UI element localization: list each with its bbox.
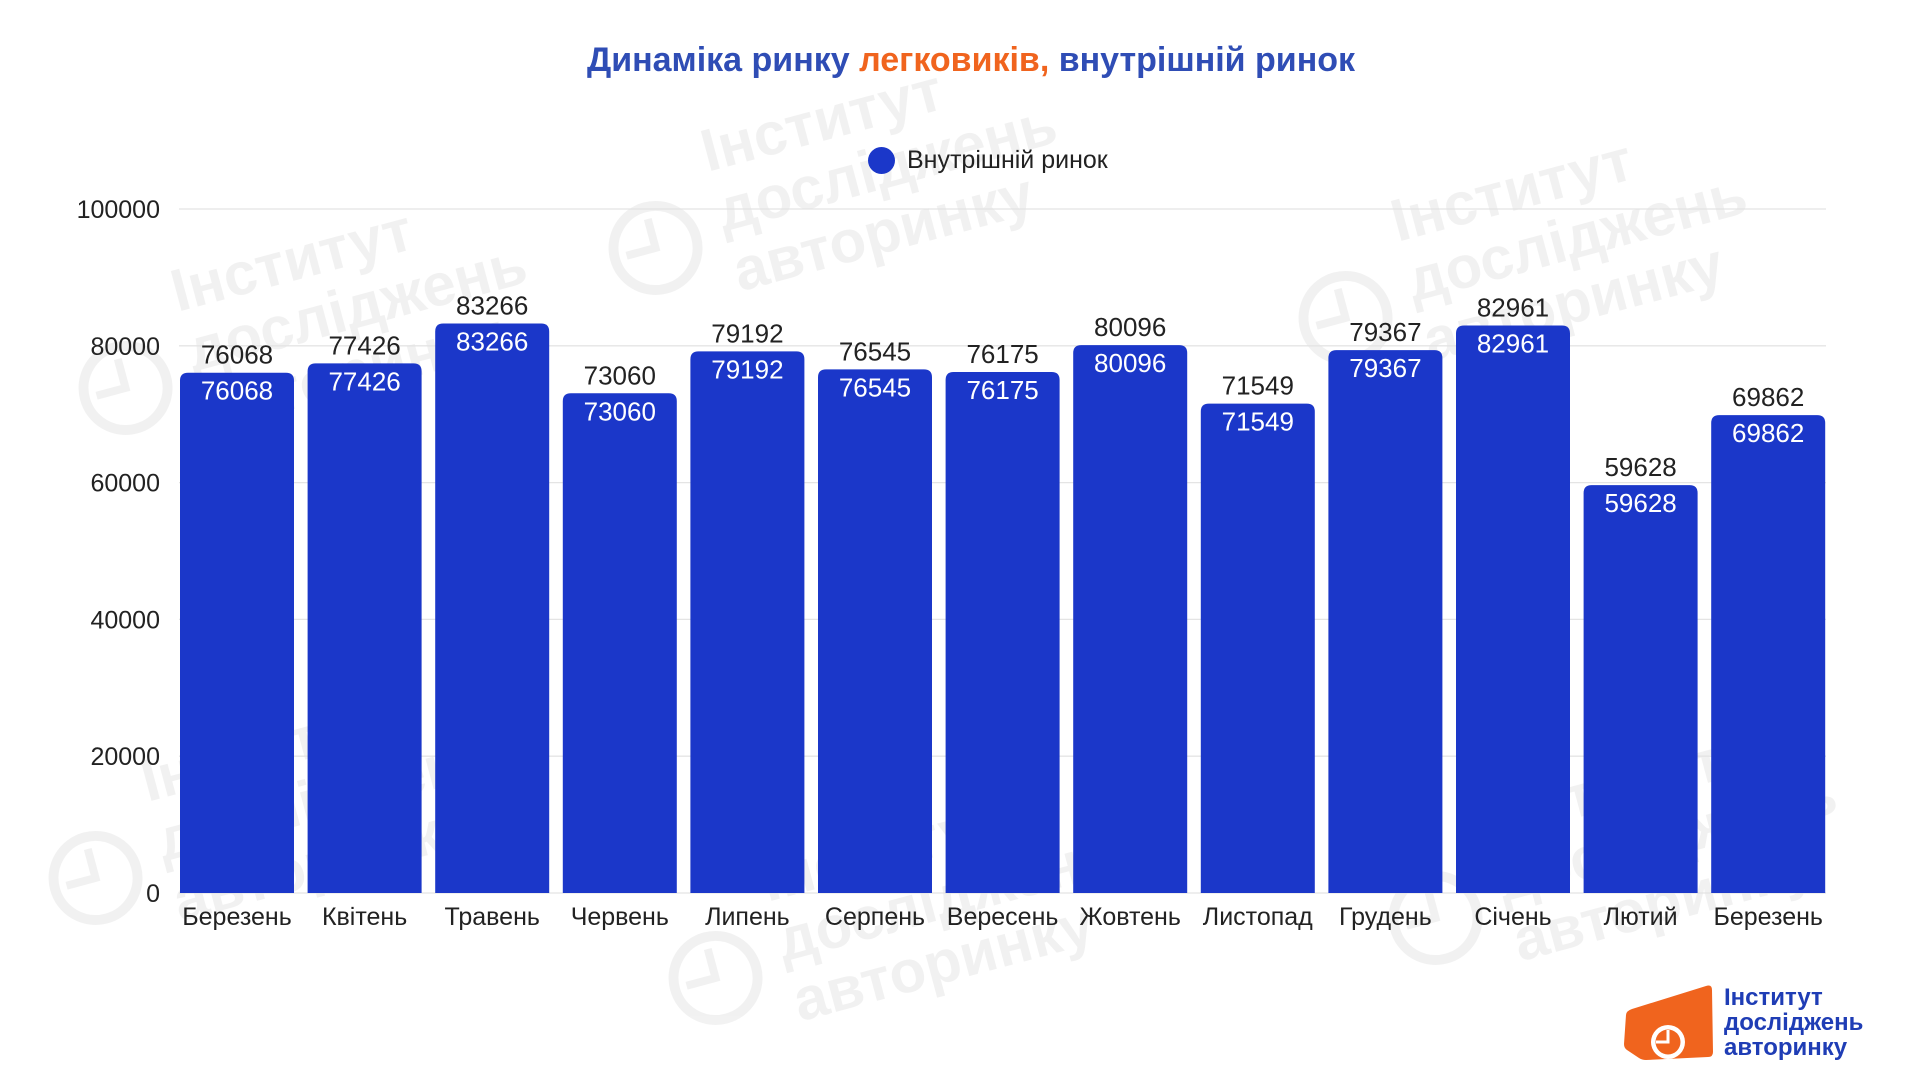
bar <box>1328 350 1443 893</box>
logo-text-line: Інститут <box>1724 984 1823 1011</box>
bars <box>180 323 1826 894</box>
y-axis-tick-labels: 0 20000 40000 60000 80000 100000 <box>77 196 160 908</box>
bar <box>1456 325 1570 893</box>
x-tick-label: Лютий <box>1604 903 1678 931</box>
bar <box>435 323 550 893</box>
data-label-above: 76068 <box>201 340 273 370</box>
watermark-pie-divider <box>1315 287 1351 330</box>
y-tick-label: 60000 <box>90 470 160 498</box>
data-label-inside: 83266 <box>456 326 528 356</box>
bar <box>818 369 932 893</box>
data-label-above: 59628 <box>1604 452 1676 482</box>
data-label-inside: 59628 <box>1604 488 1676 518</box>
data-label-inside: 73060 <box>584 396 656 426</box>
data-label-above: 77426 <box>328 330 400 360</box>
data-label-above: 69862 <box>1732 382 1804 412</box>
bar <box>1200 403 1315 893</box>
y-tick-label: 20000 <box>90 743 160 771</box>
data-label-above: 79192 <box>711 318 783 348</box>
data-label-inside: 71549 <box>1222 407 1294 437</box>
watermark-logo-icon <box>608 200 703 295</box>
watermark-logo-icon <box>78 340 173 435</box>
x-tick-label: Вересень <box>947 903 1059 931</box>
chart-title-part: внутрішній ринок <box>1049 41 1356 79</box>
bar <box>307 363 422 894</box>
data-label-above: 73060 <box>584 360 656 390</box>
data-label-inside: 69862 <box>1732 418 1804 448</box>
data-label-inside: 76545 <box>839 372 911 402</box>
logo-text: Інститут досліджень авторинку <box>1724 985 1863 1060</box>
data-label-above: 71549 <box>1222 371 1294 401</box>
x-tick-label: Січень <box>1474 903 1551 931</box>
logo-pie-divider <box>1656 1030 1670 1044</box>
y-tick-label: 80000 <box>90 333 160 361</box>
data-label-inside: 76068 <box>201 376 273 406</box>
logo-text-line: авторинку <box>1724 1034 1848 1061</box>
watermark-pie-divider <box>625 217 661 260</box>
institute-logo: Інститут досліджень авторинку <box>1624 984 1894 1064</box>
watermark-logo-icon <box>668 930 763 1025</box>
x-axis-tick-labels: Березень Квітень Травень Червень Липень Серпе… <box>182 903 1823 931</box>
x-tick-label: Грудень <box>1339 903 1432 931</box>
y-tick-label: 0 <box>146 880 160 908</box>
watermark-pie-divider <box>95 357 131 400</box>
y-tick-label: 100000 <box>77 196 160 224</box>
data-label-inside: 80096 <box>1094 348 1166 378</box>
x-tick-label: Липень <box>705 903 790 931</box>
watermark-pie-divider <box>65 847 101 890</box>
watermark-pie-divider <box>1405 887 1441 930</box>
x-tick-label: Травень <box>444 903 539 931</box>
x-tick-label: Жовтень <box>1080 903 1181 931</box>
watermark-pie-divider <box>685 947 721 990</box>
data-label-above: 79367 <box>1349 317 1421 347</box>
chart-title-emphasis: легковиків, <box>859 41 1050 79</box>
x-tick-label: Березень <box>182 903 292 931</box>
chart-title: Динаміка ринку легковиків, внутрішній ри… <box>22 38 1920 82</box>
bar <box>1711 415 1826 893</box>
data-label-inside: 77426 <box>328 366 400 396</box>
chart-legend: Внутрішній ринок <box>868 145 1108 175</box>
data-label-above: 76175 <box>966 339 1038 369</box>
bar <box>562 393 677 893</box>
data-label-inside: 82961 <box>1477 329 1549 359</box>
data-label-above: 83266 <box>456 290 528 320</box>
legend-marker <box>868 146 895 174</box>
x-tick-label: Червень <box>571 903 669 931</box>
bar <box>180 372 294 893</box>
data-label-above: 80096 <box>1094 312 1166 342</box>
data-label-inside: 79192 <box>711 354 783 384</box>
y-tick-label: 40000 <box>90 606 160 634</box>
data-label-inside: 76175 <box>966 375 1038 405</box>
data-label-inside: 79367 <box>1349 353 1421 383</box>
legend-label: Внутрішній ринок <box>907 145 1108 174</box>
logo-mark-icon <box>1624 985 1713 1060</box>
x-tick-label: Листопад <box>1203 903 1313 931</box>
data-labels: 76068 76068 77426 77426 83266 83266 73060 73060… <box>201 290 1805 518</box>
bar <box>945 371 1060 893</box>
bar <box>1073 345 1188 893</box>
bar <box>1583 485 1698 893</box>
x-tick-label: Квітень <box>322 903 407 931</box>
logo-flag-shape <box>1624 985 1713 1060</box>
watermark-logo-icon <box>48 830 143 925</box>
logo-text-line: досліджень <box>1724 1009 1864 1036</box>
x-tick-label: Березень <box>1713 903 1823 931</box>
bar <box>690 351 805 893</box>
data-label-above: 82961 <box>1477 293 1549 323</box>
x-tick-label: Серпень <box>825 903 925 931</box>
chart-title-part: Динаміка ринку <box>586 41 860 79</box>
data-label-above: 76545 <box>839 336 911 366</box>
